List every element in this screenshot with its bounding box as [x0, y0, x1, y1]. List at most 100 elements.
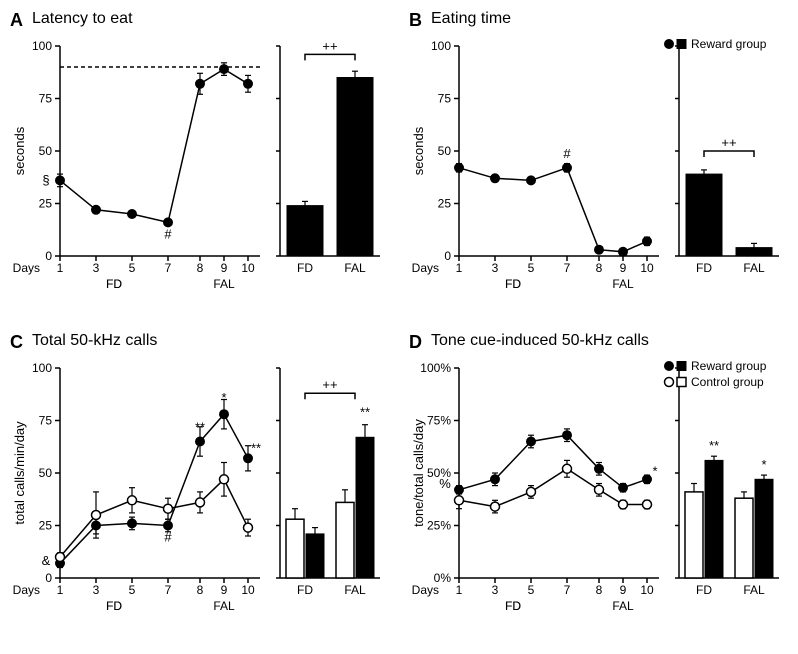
svg-text:FD: FD — [297, 261, 313, 275]
svg-text:3: 3 — [492, 583, 499, 597]
svg-text:FAL: FAL — [743, 261, 765, 275]
panel-letter: B — [409, 10, 422, 31]
svg-text:0: 0 — [444, 249, 451, 263]
chart-area: 0255075100seconds13578910DaysFDFDFAL#FDF… — [409, 36, 788, 322]
svg-text:75: 75 — [39, 92, 53, 106]
svg-text:FD: FD — [505, 599, 521, 613]
chart-area: 0%25%50%75%100%tone/total calls/day13578… — [409, 358, 788, 644]
svg-text:*: * — [652, 463, 657, 478]
svg-text:FAL: FAL — [344, 261, 366, 275]
svg-text:9: 9 — [221, 583, 228, 597]
svg-text:75: 75 — [39, 414, 53, 428]
svg-text:9: 9 — [620, 261, 627, 275]
svg-text:8: 8 — [596, 583, 603, 597]
svg-text:7: 7 — [564, 583, 571, 597]
svg-text:3: 3 — [492, 261, 499, 275]
svg-text:#: # — [164, 226, 172, 241]
svg-text:&: & — [42, 553, 51, 568]
svg-text:++: ++ — [322, 38, 337, 53]
panel-B: BEating time0255075100seconds13578910Day… — [409, 10, 788, 322]
svg-text:3: 3 — [93, 261, 100, 275]
svg-text:FAL: FAL — [344, 583, 366, 597]
panel-letter: A — [10, 10, 23, 31]
svg-text:3: 3 — [93, 583, 100, 597]
svg-text:7: 7 — [165, 261, 172, 275]
svg-text:0: 0 — [45, 249, 52, 263]
svg-text:++: ++ — [721, 135, 736, 150]
panel-title: Latency to eat — [32, 10, 133, 28]
svg-text:FAL: FAL — [612, 277, 634, 291]
svg-text:10: 10 — [640, 583, 654, 597]
svg-text:tone/total calls/day: tone/total calls/day — [411, 419, 426, 527]
svg-text:50: 50 — [438, 144, 452, 158]
svg-text:25%: 25% — [427, 519, 451, 533]
svg-text:*: * — [221, 390, 226, 405]
svg-text:#: # — [164, 530, 172, 545]
svg-text:Days: Days — [13, 583, 40, 597]
svg-text:Days: Days — [412, 261, 439, 275]
svg-text:7: 7 — [165, 583, 172, 597]
svg-text:50: 50 — [39, 144, 53, 158]
svg-text:++: ++ — [322, 377, 337, 392]
svg-text:FAL: FAL — [743, 583, 765, 597]
svg-text:5: 5 — [129, 261, 136, 275]
chart-area: 0255075100total calls/min/day13578910Day… — [10, 358, 389, 644]
svg-text:FD: FD — [696, 261, 712, 275]
svg-text:100%: 100% — [420, 361, 451, 375]
svg-text:§: § — [42, 172, 49, 187]
svg-text:FAL: FAL — [213, 599, 235, 613]
panel-C: CTotal 50-kHz calls0255075100total calls… — [10, 332, 389, 644]
svg-text:seconds: seconds — [12, 126, 27, 175]
svg-text:10: 10 — [241, 261, 255, 275]
panel-D: DTone cue-induced 50-kHz calls0%25%50%75… — [409, 332, 788, 644]
svg-text:**: ** — [195, 420, 205, 435]
svg-text:75%: 75% — [427, 414, 451, 428]
svg-text:5: 5 — [528, 583, 535, 597]
svg-text:25: 25 — [438, 197, 452, 211]
svg-text:100: 100 — [32, 39, 52, 53]
svg-text:*: * — [761, 457, 766, 472]
svg-text:**: ** — [709, 438, 719, 453]
svg-text:100: 100 — [32, 361, 52, 375]
svg-text:FD: FD — [297, 583, 313, 597]
panel-title: Eating time — [431, 10, 511, 28]
svg-text:FD: FD — [696, 583, 712, 597]
svg-text:1: 1 — [456, 583, 463, 597]
svg-text:5: 5 — [129, 583, 136, 597]
svg-text:0: 0 — [45, 571, 52, 585]
svg-text:8: 8 — [197, 583, 204, 597]
panel-letter: C — [10, 332, 23, 353]
svg-text:%: % — [439, 476, 451, 491]
svg-text:Days: Days — [412, 583, 439, 597]
svg-text:8: 8 — [197, 261, 204, 275]
svg-text:FAL: FAL — [612, 599, 634, 613]
svg-text:25: 25 — [39, 519, 53, 533]
svg-text:Reward group: Reward group — [691, 37, 767, 51]
svg-text:Reward group: Reward group — [691, 359, 767, 373]
svg-text:**: ** — [251, 440, 261, 455]
svg-text:1: 1 — [57, 261, 64, 275]
svg-text:#: # — [563, 146, 571, 161]
svg-text:5: 5 — [528, 261, 535, 275]
svg-text:100: 100 — [431, 39, 451, 53]
svg-text:Control group: Control group — [691, 375, 764, 389]
svg-text:75: 75 — [438, 92, 452, 106]
svg-text:25: 25 — [39, 197, 53, 211]
svg-text:9: 9 — [221, 261, 228, 275]
svg-text:FD: FD — [505, 277, 521, 291]
panel-letter: D — [409, 332, 422, 353]
svg-text:10: 10 — [640, 261, 654, 275]
svg-text:seconds: seconds — [411, 126, 426, 175]
panel-title: Total 50-kHz calls — [32, 332, 157, 350]
svg-text:FAL: FAL — [213, 277, 235, 291]
svg-text:1: 1 — [456, 261, 463, 275]
svg-text:9: 9 — [620, 583, 627, 597]
svg-text:1: 1 — [57, 583, 64, 597]
svg-text:total calls/min/day: total calls/min/day — [12, 421, 27, 525]
svg-text:FD: FD — [106, 277, 122, 291]
svg-text:Days: Days — [13, 261, 40, 275]
svg-text:10: 10 — [241, 583, 255, 597]
panel-title: Tone cue-induced 50-kHz calls — [431, 332, 649, 350]
panel-A: A Latency to eat 0 25 50 75 100 seconds 1 3 5 7 8 9 10… — [10, 10, 389, 322]
svg-text:FD: FD — [106, 599, 122, 613]
